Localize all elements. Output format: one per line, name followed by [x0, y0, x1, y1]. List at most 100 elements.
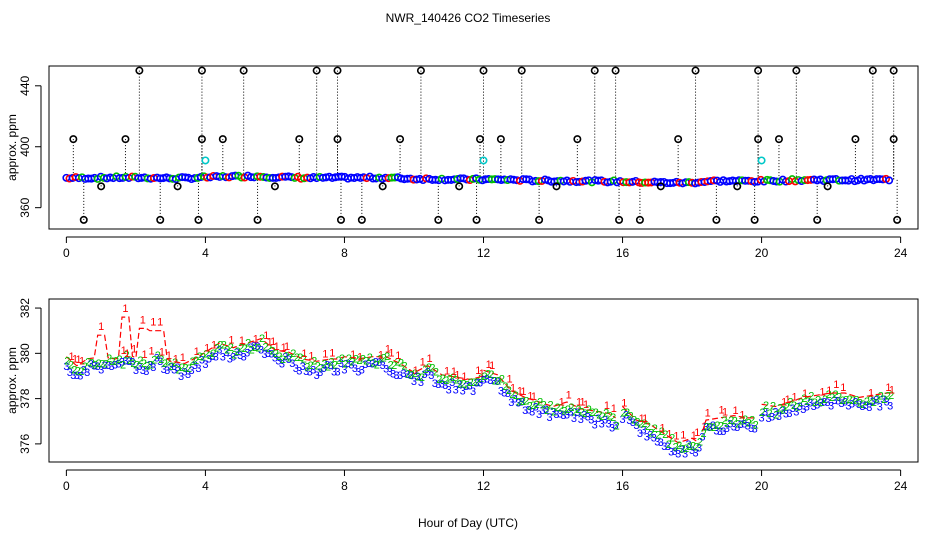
- flag2-point: 2: [262, 341, 268, 353]
- flag2-point: 2: [746, 418, 752, 430]
- flag3-point: 3: [109, 361, 115, 373]
- flag2-point: 2: [853, 395, 859, 407]
- flag3-point: 3: [327, 360, 333, 372]
- outlier-point-low: [893, 215, 902, 224]
- flag2-point: 2: [228, 342, 234, 354]
- outlier-point-low: [357, 215, 366, 224]
- y-tick-label: 360: [18, 197, 32, 217]
- flag2-point: 2: [673, 442, 679, 454]
- outlier-point-mid: [476, 135, 485, 144]
- x-tick-label: 0: [63, 246, 70, 260]
- flag1-point: 1: [691, 430, 697, 442]
- flag3-point: 3: [512, 393, 518, 405]
- flag3-point: 3: [463, 381, 469, 393]
- flag2-point: 2: [742, 414, 748, 426]
- flag2-point: 2: [697, 437, 703, 449]
- flag1-point: 1: [131, 343, 137, 355]
- flag2-point: 2: [353, 353, 359, 365]
- flag2-point: 2: [760, 407, 766, 419]
- y-tick-label: 382: [18, 298, 32, 318]
- flag2-point: 2: [388, 359, 394, 371]
- flag3-point: 3: [807, 398, 813, 410]
- flag3-point: 3: [838, 398, 844, 410]
- flag2-point: 2: [283, 351, 289, 363]
- flag1-point: 1: [413, 365, 419, 377]
- flag1-point: 1: [270, 336, 276, 348]
- flag1-point: 1: [576, 397, 582, 409]
- x-tick-label: 4: [202, 246, 209, 260]
- flag2-point: 2: [287, 353, 293, 365]
- flag2-point: 2: [513, 390, 519, 402]
- flag2-point: 2: [725, 418, 731, 430]
- flag2-point: 2: [189, 356, 195, 368]
- flag3-point: 3: [202, 359, 208, 371]
- flag3-point: 3: [348, 359, 354, 371]
- flag3-point: 3: [887, 401, 893, 413]
- outlier-point-minor: [656, 182, 665, 191]
- flag1-point: 1: [350, 349, 356, 361]
- flag2-point: 2: [422, 364, 428, 376]
- flag3-point: 3: [675, 449, 681, 461]
- flag2-point: 2: [840, 395, 846, 407]
- flag3-point: 3: [873, 395, 879, 407]
- flag2-point: 2: [551, 406, 557, 418]
- flag2-point: 2: [165, 357, 171, 369]
- y-tick-label: 380: [18, 343, 32, 363]
- flag3-point: 3: [783, 408, 789, 420]
- flag2-point: 2: [374, 360, 380, 372]
- flag3-point: 3: [362, 359, 368, 371]
- flag3-point: 3: [571, 413, 577, 425]
- flag3-point: 3: [849, 399, 855, 411]
- flag1-point: 1: [281, 342, 287, 354]
- flag3-point: 3: [727, 418, 733, 430]
- flag3-point: 3: [633, 420, 639, 432]
- y-axis-title: approx. ppm: [5, 347, 19, 414]
- flag3-point: 3: [717, 426, 723, 438]
- flag3-point: 3: [748, 423, 754, 435]
- flag3-point: 3: [314, 370, 320, 382]
- flag3-point: 3: [199, 354, 205, 366]
- flag3-point: 3: [519, 397, 525, 409]
- flag1-point: 1: [427, 353, 433, 365]
- flag2-point: 2: [137, 355, 143, 367]
- flag2-point: 2: [304, 362, 310, 374]
- flag3-point: 3: [352, 363, 358, 375]
- flag2-point: 2: [311, 355, 317, 367]
- flag2-point: 2: [881, 394, 887, 406]
- flag2-point: 2: [207, 350, 213, 362]
- flag2-point: 2: [144, 361, 150, 373]
- flag3-point: 3: [543, 404, 549, 416]
- flag2-point: 2: [363, 356, 369, 368]
- flag3-point: 3: [668, 446, 674, 458]
- cyan-point: [757, 156, 766, 165]
- flag3-point: 3: [835, 396, 841, 408]
- flag1-point: 1: [583, 399, 589, 411]
- flag2-point: 2: [464, 379, 470, 391]
- flag2-point: 2: [812, 397, 818, 409]
- flag1-point: 1: [527, 391, 533, 403]
- flag2-point: 2: [753, 420, 759, 432]
- flag3-point: 3: [192, 360, 198, 372]
- flag3-point: 3: [779, 405, 785, 417]
- flag2-point: 2: [506, 385, 512, 397]
- flag3-point: 3: [91, 361, 97, 373]
- flag3-point: 3: [560, 410, 566, 422]
- flag2-point: 2: [196, 351, 202, 363]
- flag2-point: 2: [186, 363, 192, 375]
- flag3-point: 3: [98, 365, 104, 377]
- flag3-point: 3: [484, 374, 490, 386]
- flag1-point: 1: [475, 365, 481, 377]
- flag2-point: 2: [579, 406, 585, 418]
- flag3-point: 3: [286, 354, 292, 366]
- flag1-point: 1: [520, 386, 526, 398]
- flag2-point: 2: [210, 348, 216, 360]
- outlier-point-low: [336, 215, 345, 224]
- flag2-point: 2: [495, 375, 501, 387]
- flag2-point: 2: [798, 397, 804, 409]
- flag2-point: 2: [558, 403, 564, 415]
- flag3-point: 3: [140, 365, 146, 377]
- flag2-point: 2: [103, 358, 109, 370]
- flag2-point: 2: [568, 402, 574, 414]
- flag2-point: 2: [478, 373, 484, 385]
- flag2-point: 2: [801, 393, 807, 405]
